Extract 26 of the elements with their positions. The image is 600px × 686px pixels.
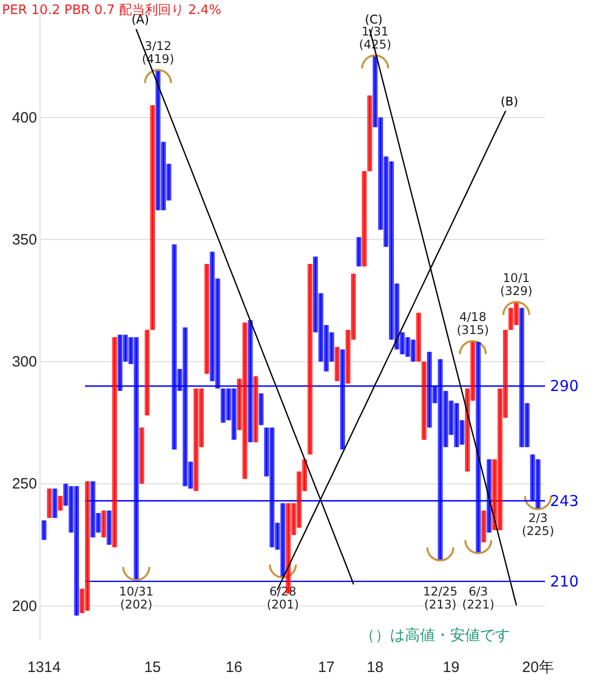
annotation: 10/31 (202) xyxy=(118,584,154,612)
annotation: 10/1 (329) xyxy=(500,271,532,298)
x-tick-label: 1314 xyxy=(27,659,61,676)
y-tick-label: 200 xyxy=(12,598,37,615)
ref-line-label: 210 xyxy=(550,572,579,590)
x-tick-label: 18 xyxy=(366,659,384,676)
series-label: (B) xyxy=(500,94,518,108)
annotation: （）は高値・安値です xyxy=(360,626,510,644)
x-tick-label: 17 xyxy=(318,659,335,676)
y-tick-label: 300 xyxy=(12,354,37,371)
annotation: 6/28 (201) xyxy=(266,584,299,612)
ref-line-label: 243 xyxy=(550,492,579,510)
y-tick-label: 250 xyxy=(12,476,37,493)
series-label: (C) xyxy=(364,12,383,27)
ref-line-label: 290 xyxy=(550,377,579,396)
x-tick-label: 15 xyxy=(144,659,161,676)
annotation: 2/3 (225) xyxy=(522,511,554,538)
x-tick-label: 19 xyxy=(442,659,460,676)
x-tick-label: 20年 xyxy=(522,659,554,676)
annotation: 6/3 (221) xyxy=(462,584,494,612)
y-tick-label: 350 xyxy=(12,232,37,249)
candlestick xyxy=(42,520,46,540)
x-tick-label: 16 xyxy=(226,659,242,676)
annotation: 12/25 (213) xyxy=(422,584,458,612)
y-tick-label: 400 xyxy=(12,109,37,126)
annotation: 4/18 (315) xyxy=(456,310,489,338)
